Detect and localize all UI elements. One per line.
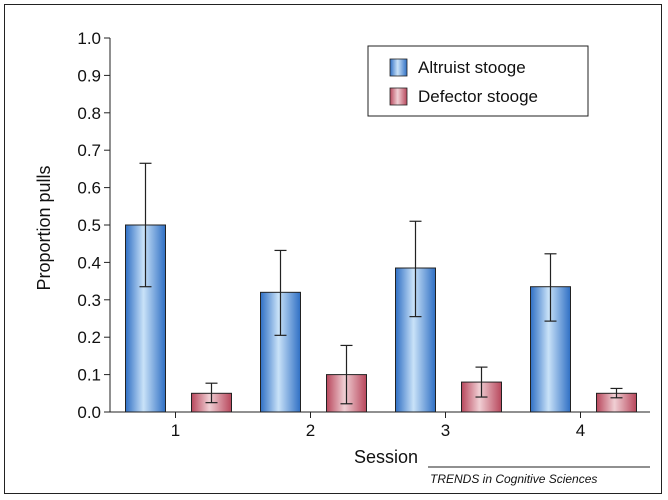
bar-altruist <box>260 291 301 413</box>
y-tick-label: 0.9 <box>77 66 101 85</box>
y-tick-label: 0.6 <box>77 179 101 198</box>
bar-group <box>260 249 301 413</box>
legend: Altruist stooge Defector stooge <box>367 45 589 117</box>
y-tick-label: 0.8 <box>77 104 101 123</box>
x-axis: 1 2 3 4 <box>110 411 650 440</box>
legend-swatch-defector <box>389 87 408 106</box>
y-tick-label: 0.1 <box>77 366 101 385</box>
bar-group <box>461 366 502 413</box>
bar-group <box>326 344 367 413</box>
bar-group <box>191 382 232 413</box>
legend-swatch-altruist <box>389 58 408 77</box>
y-tick-label: 0.7 <box>77 141 101 160</box>
y-tick-label: 0.5 <box>77 216 101 235</box>
y-tick-label: 0.0 <box>77 403 101 422</box>
footer-credit: TRENDS in Cognitive Sciences <box>430 472 597 486</box>
legend-label-defector: Defector stooge <box>418 87 538 106</box>
y-axis: 0.0 0.1 0.2 0.3 0.4 0.5 0.6 0.7 0.8 0.9 1.0 <box>77 29 111 422</box>
y-tick-label: 0.3 <box>77 291 101 310</box>
legend-label-altruist: Altruist stooge <box>418 58 526 77</box>
x-tick-label: 2 <box>306 421 315 440</box>
x-tick-label: 4 <box>576 421 585 440</box>
y-tick-label: 0.4 <box>77 253 101 272</box>
y-tick-label: 1.0 <box>77 29 101 48</box>
bar-group <box>530 253 571 413</box>
bar-group <box>125 162 166 413</box>
bars <box>125 162 637 413</box>
bar-group <box>596 387 637 413</box>
x-tick-label: 1 <box>171 421 180 440</box>
x-axis-title: Session <box>354 447 418 467</box>
bar-group <box>395 220 436 413</box>
y-axis-title: Proportion pulls <box>34 165 54 290</box>
y-tick-label: 0.2 <box>77 328 101 347</box>
x-tick-label: 3 <box>441 421 450 440</box>
